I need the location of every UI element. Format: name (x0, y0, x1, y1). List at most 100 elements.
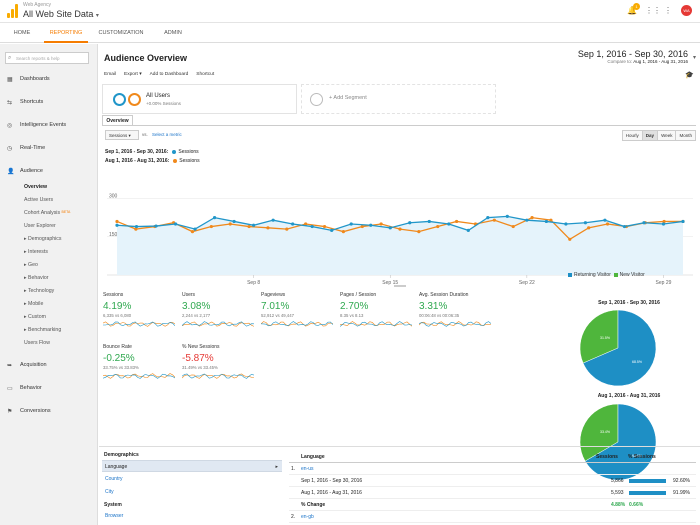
scorecard-pages-session[interactable]: Pages / Session 2.70% 8.35 vs 8.13 (339, 292, 417, 342)
sidebar-sub-overview[interactable]: Overview (24, 184, 48, 190)
chevron-down-icon[interactable]: ▾ (692, 55, 696, 61)
triangle-right-icon: ▸ (24, 288, 28, 294)
pie-chart-current[interactable]: 31.5% 68.5% (579, 309, 657, 387)
data-point (662, 219, 666, 224)
scorecard-users[interactable]: Users 3.08% 2,244 vs 2,177 (181, 292, 259, 342)
sidebar-sub-mobile[interactable]: ▸ Mobile (24, 301, 43, 307)
sidebar-sub-interests[interactable]: ▸ Interests (24, 249, 48, 255)
compare-prefix: Compare to: (607, 59, 633, 64)
system-browser[interactable]: Browser (105, 513, 124, 519)
chevron-right-icon: ▸ (275, 464, 278, 470)
segment-name: All Users (146, 93, 171, 99)
select-metric-link[interactable]: Select a metric (152, 132, 182, 137)
scorecard-bounce-rate[interactable]: Bounce Rate -0.25% 33.75% vs 33.83% (102, 344, 180, 394)
sidebar-sub-label: Interests (28, 249, 48, 255)
data-point (436, 224, 440, 229)
pie-slice-returning[interactable] (582, 309, 657, 387)
tab-divider (102, 125, 696, 126)
sidebar-sub-label: Mobile (28, 301, 44, 307)
x-tick-label: Sep 29 (656, 280, 672, 286)
shortcut-button[interactable]: Shortcut (196, 72, 215, 77)
sidebar-item-label: Dashboards (20, 76, 50, 82)
data-point (603, 218, 607, 222)
segment-pct: +0.00% Sessions (146, 101, 181, 106)
pie-slice-new[interactable] (579, 309, 619, 364)
hourly-button[interactable]: Hourly (621, 130, 643, 141)
sidebar-sub-benchmarking[interactable]: ▸ Benchmarking (24, 327, 61, 333)
data-point (212, 216, 217, 220)
demographics-city[interactable]: City (105, 489, 114, 495)
tab-overview[interactable]: Overview (102, 115, 133, 126)
tab-reporting[interactable]: REPORTING (44, 23, 88, 43)
sidebar-sub-cohort-analysis[interactable]: Cohort Analysis BETA (24, 210, 70, 216)
page-title: Audience Overview (104, 53, 188, 63)
data-point (252, 223, 256, 227)
y-tick-label: 150 (109, 232, 118, 238)
data-point (398, 227, 402, 231)
scorecard-avg-session-duration[interactable]: Avg. Session Duration 3.31% 00:06:48 vs 00… (418, 292, 496, 342)
scorecard-value: -0.25% (103, 353, 135, 364)
sidebar-sub-custom[interactable]: ▸ Custom (24, 314, 46, 320)
sessions-line-chart[interactable]: 300 150 Sep 8 Sep 15 Sep 22 Sep 29 (99, 167, 700, 287)
demographics-country[interactable]: Country (105, 476, 123, 482)
sidebar-sub-geo[interactable]: ▸ Geo (24, 262, 38, 268)
scorecard--new-sessions[interactable]: % New Sessions -5.87% 31.49% vs 33.45% (181, 344, 259, 394)
legend-swatch (613, 272, 618, 277)
scorecard-value: 2.70% (340, 301, 369, 312)
demographics-language[interactable]: Language ▸ (102, 460, 282, 472)
sidebar-sub-label: Geo (28, 262, 38, 268)
sidebar-sub-demographics[interactable]: ▸ Demographics (24, 236, 62, 242)
analytics-logo[interactable] (7, 4, 18, 18)
sparkline (339, 321, 413, 327)
table-row[interactable]: 2. en-gb (289, 511, 696, 523)
data-point (568, 237, 572, 241)
tab-admin[interactable]: ADMIN (164, 30, 182, 36)
table-row[interactable]: 1. en-us (289, 463, 696, 475)
segment-all-users[interactable]: All Users +0.00% Sessions (102, 84, 297, 114)
metric-select[interactable]: Sessions ▾ (105, 130, 139, 140)
sidebar-sub-behavior[interactable]: ▸ Behavior (24, 275, 49, 281)
add-to-dashboard-button[interactable]: Add to Dashboard (149, 72, 189, 77)
scorecard-pageviews[interactable]: Pageviews 7.01% 52,912 vs 49,447 (260, 292, 338, 342)
export-button[interactable]: Export ▾ (124, 72, 142, 77)
table-row: Sep 1, 2016 - Sep 30, 2016 5,866 92.60% (289, 475, 696, 487)
bell-icon[interactable]: 🔔 1 (627, 2, 640, 16)
sidebar-sub-user-explorer[interactable]: User Explorer (24, 223, 56, 229)
row-dimension[interactable]: en-us (301, 466, 314, 472)
tab-home[interactable]: HOME (13, 30, 31, 36)
main-content: Audience Overview Sep 1, 2016 - Sep 30, … (99, 44, 700, 525)
data-point (486, 216, 490, 220)
data-point (466, 228, 470, 232)
view-selector[interactable]: All Web Site Data ▾ (23, 9, 99, 19)
scorecard-value: 4.19% (103, 301, 132, 312)
day-button[interactable]: Day (641, 130, 659, 141)
tab-customization[interactable]: CUSTOMIZATION (98, 30, 144, 36)
email-button[interactable]: Email (104, 72, 116, 77)
scorecard-value: 7.01% (261, 301, 290, 312)
legend-dot (172, 149, 177, 154)
sidebar-sub-technology[interactable]: ▸ Technology (24, 288, 54, 294)
people-icon: 👤 (7, 169, 15, 175)
avatar[interactable]: WA (681, 5, 692, 16)
more-vert-icon[interactable]: ⋮ (664, 5, 672, 15)
sidebar-sub-users-flow[interactable]: Users Flow (24, 340, 50, 346)
add-segment-button[interactable]: + Add Segment (301, 84, 496, 114)
month-button[interactable]: Month (675, 130, 696, 141)
vs-label: vs. (142, 132, 148, 137)
row-pct: 91.99% (673, 490, 690, 496)
row-dimension[interactable]: en-gb (301, 514, 314, 520)
date-range-picker[interactable]: Sep 1, 2016 - Sep 30, 2016 (577, 49, 688, 59)
apps-grid-icon[interactable]: ⋮⋮ (645, 5, 661, 15)
scorecard-sessions[interactable]: Sessions 4.19% 6,335 vs 6,080 (102, 292, 180, 342)
data-point (360, 224, 364, 229)
x-tick-label: Sep 8 (247, 280, 260, 286)
series-line-current (116, 215, 684, 232)
view-title: All Web Site Data (23, 9, 94, 19)
triangle-right-icon: ▸ (24, 236, 29, 242)
legend-swatch (568, 272, 572, 277)
search-input[interactable]: ⌕ Search reports & help (5, 52, 89, 64)
graduation-cap-icon[interactable]: 🎓 (685, 72, 694, 79)
sidebar-sub-active-users[interactable]: Active Users (24, 197, 54, 203)
week-button[interactable]: Week (657, 130, 677, 141)
legend-label: Sessions (178, 149, 199, 155)
